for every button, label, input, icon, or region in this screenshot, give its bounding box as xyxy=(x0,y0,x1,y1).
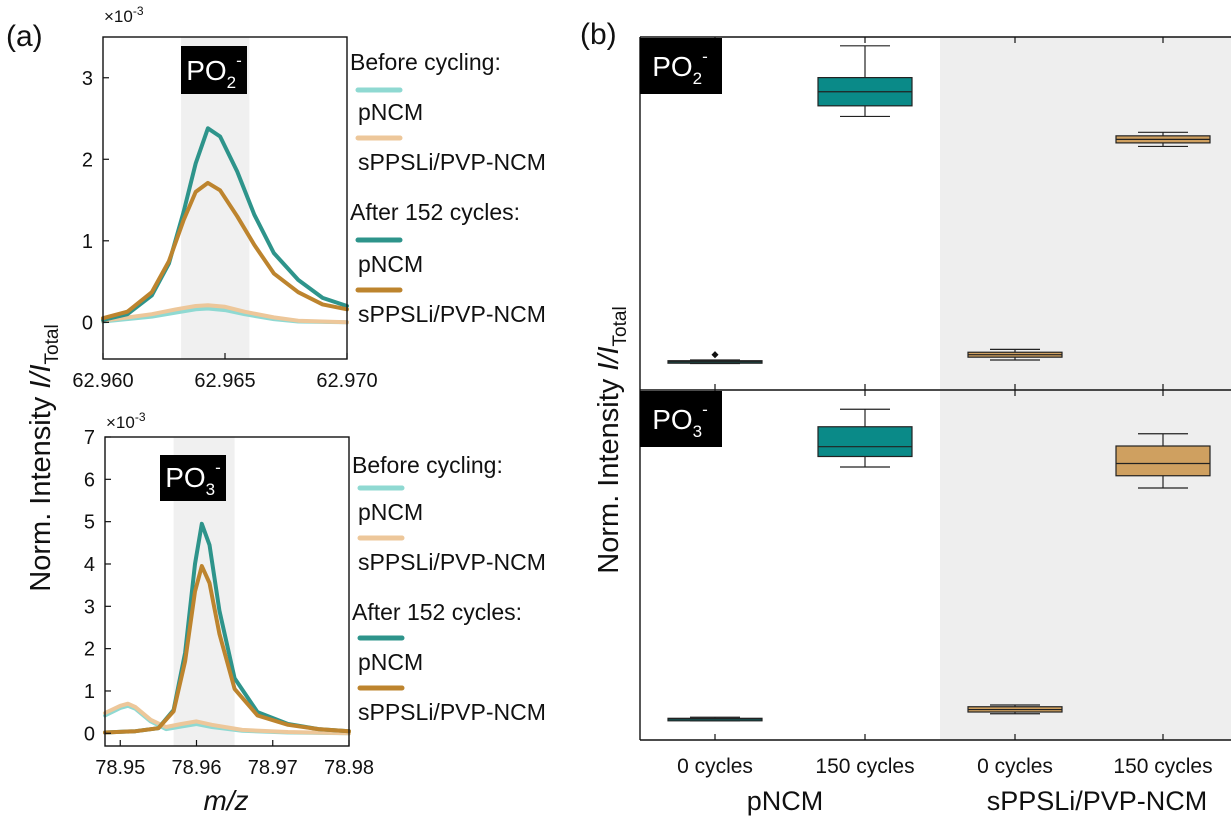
ion-label-po2: PO2- xyxy=(652,47,708,88)
x-tick-label: 0 cycles xyxy=(677,755,753,778)
y-tick-label: 7 xyxy=(84,427,95,449)
y-axis-label-b: Norm. Intensity I/ITotal xyxy=(593,306,631,573)
legend-item-sppsli: sPPSLi/PVP-NCM xyxy=(358,699,546,725)
y-tick-label: 1 xyxy=(82,231,93,253)
panel-label-b: (b) xyxy=(580,18,617,51)
series-line-before-cycling-sppsli-pvp-ncm xyxy=(103,701,351,736)
y-tick-label: 2 xyxy=(82,149,93,171)
legend-item-pncm: pNCM xyxy=(358,251,423,277)
x-tick-label: 62.960 xyxy=(72,370,133,392)
y-multiplier: ×10-3 xyxy=(104,4,144,26)
x-tick-label: 62.965 xyxy=(194,370,255,392)
y-tick-label: 1 xyxy=(84,681,95,703)
y-multiplier: ×10-3 xyxy=(106,410,146,432)
legend-before-heading: Before cycling: xyxy=(352,452,503,478)
group-label-pncm: pNCM xyxy=(747,786,824,816)
ion-label-box xyxy=(640,38,722,94)
legend-item-sppsli: sPPSLi/PVP-NCM xyxy=(358,301,546,327)
y-tick-label: 6 xyxy=(84,469,95,491)
series-line-before-cycling-sppsli-pvp-ncm xyxy=(101,303,349,325)
legend-item-sppsli: sPPSLi/PVP-NCM xyxy=(358,149,546,175)
ion-label-po3: PO3- xyxy=(165,458,221,499)
series-line-after-152-cycles-sppsli-pvp-ncm xyxy=(101,180,349,321)
y-tick-label: 0 xyxy=(84,723,95,745)
x-tick-label: 0 cycles xyxy=(977,755,1053,778)
outlier-pncm-0-cycles xyxy=(711,351,719,359)
box-sppsli-pvp-ncm-150-cycles xyxy=(1115,445,1211,477)
y-tick-label: 4 xyxy=(84,554,95,576)
x-axis-label: m/z xyxy=(203,785,248,816)
ion-label-po3: PO3- xyxy=(652,400,708,441)
x-tick-label: 78.97 xyxy=(248,757,298,779)
ion-label-po2: PO2- xyxy=(186,51,242,92)
panel-label-a: (a) xyxy=(6,20,43,53)
legend-after-heading: After 152 cycles: xyxy=(352,599,522,625)
y-tick-label: 3 xyxy=(84,596,95,618)
group-label-sppsli: sPPSLi/PVP-NCM xyxy=(987,786,1208,816)
x-tick-label: 78.95 xyxy=(95,757,145,779)
legend-after-heading: After 152 cycles: xyxy=(350,199,520,225)
y-tick-label: 0 xyxy=(82,312,93,334)
legend-item-pncm: pNCM xyxy=(358,99,423,125)
legend-item-sppsli: sPPSLi/PVP-NCM xyxy=(358,549,546,575)
box-pncm-150-cycles xyxy=(817,426,913,458)
y-axis-label-a: Norm. Intensity I/ITotal xyxy=(25,324,63,591)
legend-a-bottom: Before cycling: pNCM sPPSLi/PVP-NCM Afte… xyxy=(352,452,546,725)
x-tick-label: 150 cycles xyxy=(1113,755,1212,778)
series-line-after-152-cycles-sppsli-pvp-ncm xyxy=(103,564,351,735)
legend-a-top: Before cycling: pNCM sPPSLi/PVP-NCM Afte… xyxy=(350,49,546,327)
x-tick-label: 78.98 xyxy=(324,757,374,779)
group-background-sppsli xyxy=(940,37,1231,740)
chart-a-top: 62.960 62.965 62.970 0 1 2 3 ×10-3 PO2- Before… xyxy=(72,4,545,392)
y-tick-label: 3 xyxy=(82,68,93,90)
x-tick-label: 78.96 xyxy=(171,757,221,779)
x-tick-label: 62.970 xyxy=(316,370,377,392)
x-tick-label: 150 cycles xyxy=(815,755,914,778)
y-tick-label: 2 xyxy=(84,639,95,661)
chart-b: PO2- PO3- 0 cycles 150 cycles 0 cycles 150 … xyxy=(639,36,1231,816)
plot-frame xyxy=(104,436,350,747)
legend-before-heading: Before cycling: xyxy=(350,49,501,75)
y-tick-label: 5 xyxy=(84,512,95,534)
legend-item-pncm: pNCM xyxy=(358,499,423,525)
ion-label-box xyxy=(160,455,226,501)
legend-item-pncm: pNCM xyxy=(358,649,423,675)
ion-label-box xyxy=(181,46,247,94)
ion-label-box xyxy=(640,391,722,447)
